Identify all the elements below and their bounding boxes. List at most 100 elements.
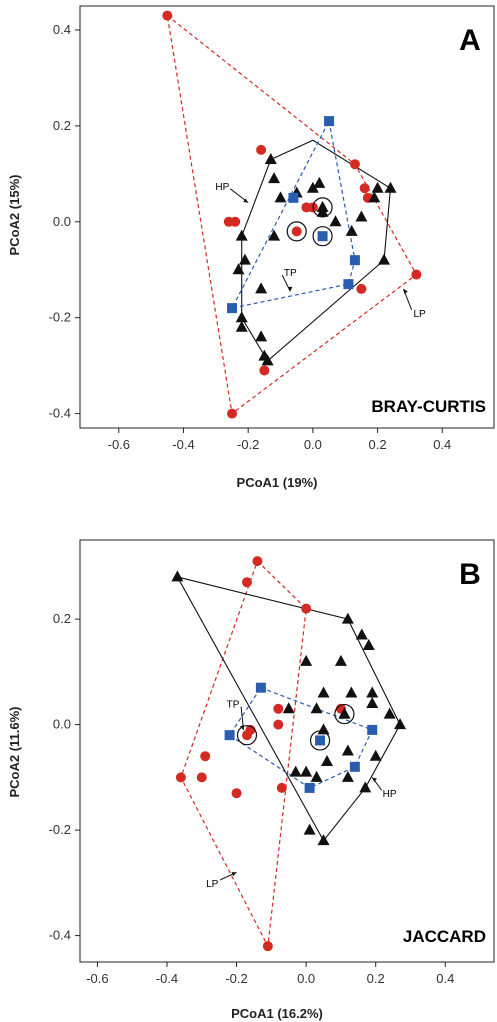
x-tick-label: -0.4 <box>156 971 178 986</box>
point-hp <box>329 215 342 227</box>
hull-tp <box>230 119 356 309</box>
panel-b: -0.6 -0.4 -0.2 0.0 0.2 0.4 -0.4 -0.2 0.0 0.2 PCoA1… <box>7 539 495 1021</box>
point-hp <box>371 181 384 193</box>
point-hp <box>317 834 330 846</box>
annotation-arrowhead <box>288 286 293 292</box>
point-tp <box>224 730 235 741</box>
hull-lp <box>180 560 307 949</box>
point-hp <box>366 686 379 698</box>
point-hp <box>300 765 313 777</box>
point-hp <box>316 205 329 217</box>
method-label: JACCARD <box>403 927 486 946</box>
point-hp <box>345 686 358 698</box>
point-tp <box>324 116 335 127</box>
point-lp <box>196 772 207 783</box>
point-hp <box>274 191 287 203</box>
point-lp <box>273 703 284 714</box>
x-tick-label: -0.4 <box>172 437 194 452</box>
point-hp <box>261 354 274 366</box>
panel-a: -0.6 -0.4 -0.2 0.0 0.2 0.4 -0.4 -0.2 0.0 0.2 0.4 PC… <box>7 5 495 490</box>
annotation-arrowhead <box>243 198 249 203</box>
point-tp <box>349 255 360 266</box>
point-lp <box>252 556 263 567</box>
panel-letter: A <box>459 24 481 57</box>
point-tp <box>288 192 299 203</box>
point-tp <box>343 279 354 290</box>
annotation-label-lp: LP <box>413 309 426 320</box>
point-hp <box>338 707 351 719</box>
y-tick-label: -0.2 <box>49 310 71 325</box>
point-hp <box>355 628 368 640</box>
point-hp <box>255 330 268 342</box>
annotation-leader <box>281 274 291 292</box>
y-tick-label: 0.2 <box>53 118 71 133</box>
point-hp <box>255 282 268 294</box>
point-lp <box>256 144 267 155</box>
x-tick-label: 0.0 <box>304 437 322 452</box>
x-tick-label: -0.2 <box>237 437 259 452</box>
point-hp <box>394 718 407 730</box>
annotation-label-tp: TP <box>284 268 297 279</box>
point-tp <box>227 303 238 314</box>
method-label: BRAY-CURTIS <box>371 397 486 416</box>
point-hp <box>306 181 319 193</box>
point-hp <box>366 697 379 709</box>
point-hp <box>368 191 381 203</box>
x-tick-label: 0.0 <box>297 971 315 986</box>
point-lp <box>349 159 360 170</box>
point-hp <box>268 229 281 241</box>
point-hp <box>282 702 295 714</box>
y-tick-label: -0.2 <box>49 822 71 837</box>
point-tp <box>255 682 266 693</box>
centroid-ring-hp <box>334 703 355 725</box>
annotation-arrowhead <box>231 872 237 877</box>
point-hp <box>235 320 248 332</box>
point-hp <box>303 823 316 835</box>
point-tp <box>317 231 328 242</box>
point-hp <box>384 181 397 193</box>
x-tick-label: -0.2 <box>225 971 247 986</box>
point-lp <box>162 10 173 21</box>
annotation-arrowhead <box>372 777 378 783</box>
point-tp <box>315 735 326 746</box>
point-lp <box>359 183 370 194</box>
point-hp <box>310 770 323 782</box>
point-lp <box>411 269 422 280</box>
point-hp <box>238 253 251 265</box>
point-hp <box>321 755 334 767</box>
x-tick-label: 0.4 <box>433 437 451 452</box>
point-lp <box>227 408 238 419</box>
point-tp <box>304 782 315 793</box>
x-axis-label: PCoA1 (16.2%) <box>231 1006 323 1021</box>
annotation-label-tp: TP <box>227 700 240 711</box>
point-lp <box>262 941 273 952</box>
point-lp <box>230 216 241 227</box>
hull-lp <box>166 14 418 415</box>
point-hp <box>310 702 323 714</box>
x-tick-label: 0.2 <box>367 971 385 986</box>
centroid-ring-lp <box>236 725 258 746</box>
point-lp <box>356 283 367 294</box>
centroid-ring-tp <box>309 730 331 751</box>
point-hp <box>171 570 184 582</box>
point-tp <box>367 724 378 735</box>
point-hp <box>362 639 375 650</box>
point-hp <box>345 224 358 236</box>
point-lp <box>291 226 302 237</box>
point-hp <box>268 172 281 184</box>
hull-tp <box>228 686 374 789</box>
point-lp <box>273 719 284 730</box>
point-hp <box>232 263 245 275</box>
y-tick-label: 0.0 <box>53 717 71 732</box>
point-hp <box>355 210 368 222</box>
y-tick-label: 0.0 <box>53 214 71 229</box>
point-hp <box>235 229 248 241</box>
plot-frame <box>79 5 495 429</box>
y-tick-label: 0.2 <box>53 611 71 626</box>
x-tick-label: -0.6 <box>86 971 108 986</box>
point-lp <box>231 788 242 799</box>
annotation-label-lp: LP <box>206 879 219 890</box>
annotation-arrowhead <box>239 724 244 730</box>
y-tick-label: -0.4 <box>49 928 71 943</box>
